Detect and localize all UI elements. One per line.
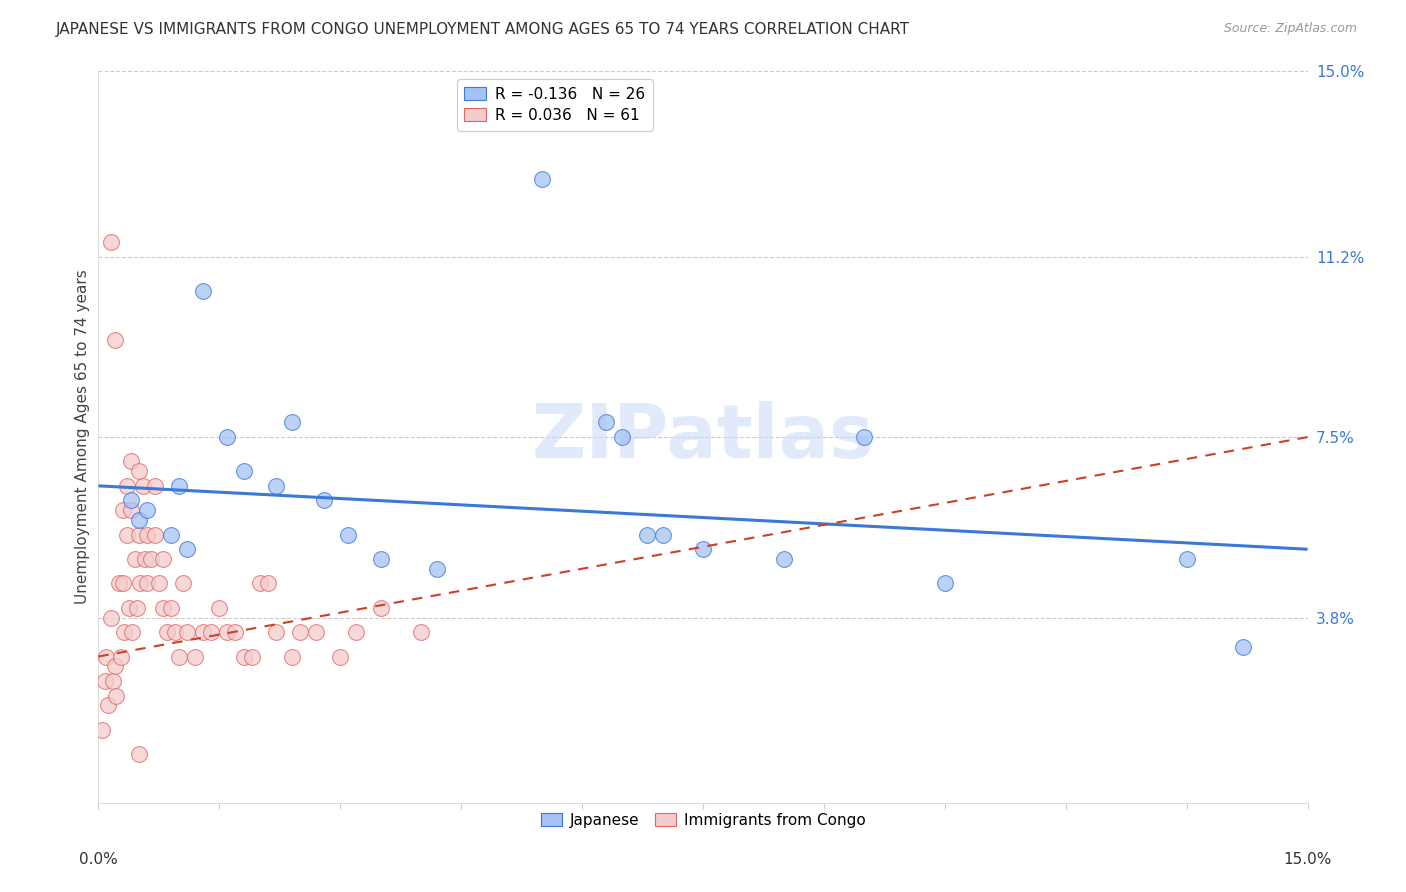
Point (337, 527, 360, 541)
Point (112, 625, 135, 640)
Point (111, 503, 134, 517)
Point (281, 649, 304, 664)
Text: JAPANESE VS IMMIGRANTS FROM CONGO UNEMPLOYMENT AMONG AGES 65 TO 74 YEARS CORRELA: JAPANESE VS IMMIGRANTS FROM CONGO UNEMPL… (56, 22, 910, 37)
Point (314, 493, 336, 508)
Text: 0.0%: 0.0% (79, 852, 118, 867)
Point (176, 625, 198, 640)
Text: ZIPatlas: ZIPatlas (531, 401, 875, 474)
Point (370, 552, 392, 566)
Y-axis label: Unemployment Among Ages 65 to 74 years: Unemployment Among Ages 65 to 74 years (75, 269, 90, 605)
Point (934, 576, 956, 591)
Point (139, 552, 162, 566)
Point (370, 600, 392, 615)
Point (692, 542, 714, 557)
Point (96, 649, 118, 664)
Point (256, 576, 278, 591)
Point (193, 284, 215, 298)
Point (127, 600, 149, 615)
Point (143, 527, 166, 541)
Point (152, 600, 174, 615)
Point (120, 493, 142, 508)
Point (409, 625, 432, 640)
Point (612, 430, 634, 444)
Point (160, 600, 183, 615)
Point (120, 503, 142, 517)
Point (249, 576, 271, 591)
Point (636, 527, 658, 541)
Point (329, 649, 352, 664)
Point (232, 464, 254, 478)
Point (172, 576, 194, 591)
Point (111, 576, 134, 591)
Point (115, 479, 138, 493)
Point (224, 625, 246, 640)
Point (264, 625, 287, 640)
Point (100, 610, 122, 624)
Point (121, 625, 143, 640)
Point (120, 454, 142, 468)
Point (208, 600, 231, 615)
Point (200, 625, 222, 640)
Point (176, 542, 198, 557)
Point (100, 235, 122, 249)
Point (288, 625, 311, 640)
Point (426, 562, 449, 576)
Point (651, 527, 673, 541)
Point (115, 527, 138, 541)
Point (103, 333, 125, 347)
Point (128, 527, 150, 541)
Point (110, 649, 132, 664)
Point (107, 576, 129, 591)
Point (167, 479, 190, 493)
Point (217, 625, 239, 640)
Point (264, 479, 287, 493)
Point (128, 513, 150, 527)
Point (344, 625, 367, 640)
Point (103, 659, 125, 673)
Point (135, 503, 157, 517)
Point (772, 552, 794, 566)
Point (167, 649, 190, 664)
Point (128, 747, 150, 761)
Text: 15.0%: 15.0% (1284, 852, 1331, 867)
Point (135, 527, 157, 541)
Point (124, 552, 146, 566)
Point (134, 552, 156, 566)
Point (305, 625, 328, 640)
Point (94, 673, 117, 688)
Point (1175, 552, 1198, 566)
Text: Source: ZipAtlas.com: Source: ZipAtlas.com (1223, 22, 1357, 36)
Point (101, 673, 124, 688)
Point (128, 464, 150, 478)
Point (217, 430, 239, 444)
Point (853, 430, 876, 444)
Point (129, 576, 152, 591)
Point (530, 171, 553, 186)
Point (232, 649, 254, 664)
Point (105, 689, 128, 703)
Point (163, 625, 186, 640)
Point (1232, 640, 1254, 654)
Point (193, 625, 215, 640)
Point (156, 625, 179, 640)
Point (118, 600, 141, 615)
Point (148, 576, 170, 591)
Legend: Japanese, Immigrants from Congo: Japanese, Immigrants from Congo (533, 805, 873, 836)
Point (281, 416, 304, 430)
Point (132, 479, 155, 493)
Point (91, 723, 114, 737)
Point (160, 527, 183, 541)
Point (184, 649, 207, 664)
Point (97, 698, 120, 713)
Point (143, 479, 166, 493)
Point (595, 416, 617, 430)
Point (240, 649, 263, 664)
Point (152, 552, 174, 566)
Point (135, 576, 157, 591)
